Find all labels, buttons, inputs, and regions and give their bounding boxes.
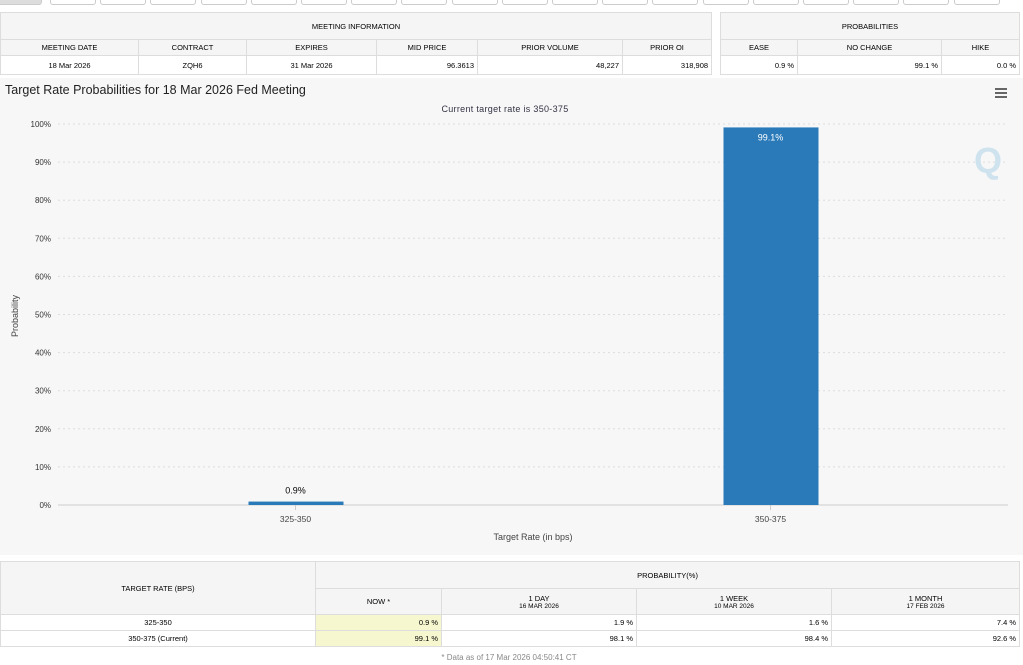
col-header: MEETING DATE [0,39,139,56]
probability-cell: 92.6 % [830,630,1021,647]
y-axis-label: Probability [10,294,20,337]
period-date: 17 FEB 2026 [906,602,945,610]
tab-strip [0,0,1023,5]
period-label: 1 WEEK [719,593,749,603]
nav-tab[interactable] [803,0,849,5]
col-header: PRIOR OI [621,39,713,56]
nav-tab[interactable] [652,0,699,5]
chart-menu-icon[interactable] [995,88,1007,100]
y-tick-label: 30% [35,387,51,396]
data-label: 99.1% [758,132,784,142]
y-tick-label: 50% [35,311,51,320]
y-tick-label: 70% [35,234,51,243]
y-tick-label: 80% [35,196,51,205]
nav-tab[interactable] [50,0,96,5]
period-label: NOW * [366,597,391,606]
col-header: EXPIRES [246,39,377,56]
nav-tab[interactable] [200,0,247,5]
nav-tab[interactable] [552,0,598,5]
col-header: EASE [720,39,798,56]
nav-tab[interactable] [953,0,1000,5]
data-label: 0.9% [285,486,306,496]
period-date: 16 MAR 2026 [519,602,559,610]
target-rate: 325-350 [0,614,316,631]
chart-plot: 0% 10% 20% 30% 40% 50% 60% 70% 80% 90% 100% 325-350… [10,120,1008,542]
y-tick-label: 100% [31,120,51,129]
period-label: 1 DAY [528,593,550,603]
probability-cell: 7.4 % [830,614,1021,631]
period-header: 1 MONTH 17 FEB 2026 [830,588,1021,615]
x-tick-label: 325-350 [280,514,311,524]
chart-title: Target Rate Probabilities for 18 Mar 202… [5,83,306,97]
bar-350-375[interactable] [723,127,819,505]
nav-tab[interactable] [0,0,42,5]
probability-cell: 98.4 % [636,630,832,647]
y-tick-label: 60% [35,272,51,281]
y-tick-label: 40% [35,349,51,358]
col-header: CONTRACT [138,39,247,56]
table-row: 350-375 (Current) 99.1 % 98.1 % 98.4 % 92.6 … [0,630,1021,647]
expires: 31 Mar 2026 [246,55,377,75]
period-header: NOW * [315,588,442,615]
col-header: MID PRICE [376,39,478,56]
y-tick-label: 90% [35,158,51,167]
probabilities-table: PROBABILITIES EASE NO CHANGE HIKE 0.9 % … [720,12,1020,75]
probability-cell: 99.1 % [315,630,442,647]
col-header: NO CHANGE [797,39,942,56]
footnote: * Data as of 17 Mar 2026 04:50:41 CT [441,653,577,662]
mid-price: 96.3613 [376,55,478,75]
nav-tab[interactable] [250,0,297,5]
nav-tab[interactable] [100,0,147,5]
nav-tab[interactable] [702,0,749,5]
meeting-info-title: MEETING INFORMATION [0,12,713,40]
bar-325-350[interactable] [248,501,344,505]
probability-header: PROBABILITY(%) [314,561,1021,589]
x-axis-label: Target Rate (in bps) [493,532,572,542]
hike-value: 0.0 % [941,55,1020,75]
col-header: HIKE [941,39,1020,56]
y-tick-label: 10% [35,463,51,472]
prior-oi: 318,908 [621,55,713,75]
y-tick-label: 0% [39,501,51,510]
nav-tab[interactable] [903,0,950,5]
target-rate: 350-375 (Current) [0,630,316,647]
nav-tab[interactable] [451,0,498,5]
nav-tab[interactable] [752,0,799,5]
prior-volume: 48,227 [477,55,623,75]
meeting-info-table: MEETING INFORMATION MEETING DATE CONTRAC… [0,12,713,75]
nav-tab[interactable] [853,0,900,5]
probability-cell: 1.9 % [441,614,637,631]
nav-tab[interactable] [351,0,398,5]
probability-cell: 98.1 % [441,630,637,647]
x-tick-label: 350-375 [755,514,786,524]
ease-value: 0.9 % [720,55,798,75]
probability-cell: 1.6 % [636,614,832,631]
period-date: 10 MAR 2026 [714,602,754,610]
no-change-value: 99.1 % [797,55,942,75]
target-rate-header: TARGET RATE (BPS) [0,561,316,615]
contract: ZQH6 [138,55,247,75]
period-label: 1 MONTH [908,593,943,603]
watermark-q-logo: Q [974,140,1002,181]
table-row: 325-350 0.9 % 1.9 % 1.6 % 7.4 % [0,614,1021,631]
probability-cell: 0.9 % [315,614,442,631]
period-header: 1 WEEK 10 MAR 2026 [636,588,832,615]
chart-subtitle: Current target rate is 350-375 [441,104,569,114]
col-header: PRIOR VOLUME [477,39,623,56]
nav-tab[interactable] [401,0,448,5]
y-tick-label: 20% [35,425,51,434]
nav-tab[interactable] [150,0,197,5]
probabilities-title: PROBABILITIES [720,12,1020,40]
meeting-date: 18 Mar 2026 [0,55,139,75]
nav-tab[interactable] [602,0,649,5]
probability-chart: Target Rate Probabilities for 18 Mar 202… [0,78,1023,555]
period-header: 1 DAY 16 MAR 2026 [441,588,637,615]
probability-history-table: TARGET RATE (BPS) PROBABILITY(%) NOW * 1 … [0,561,1021,647]
nav-tab[interactable] [501,0,548,5]
nav-tab[interactable] [301,0,347,5]
